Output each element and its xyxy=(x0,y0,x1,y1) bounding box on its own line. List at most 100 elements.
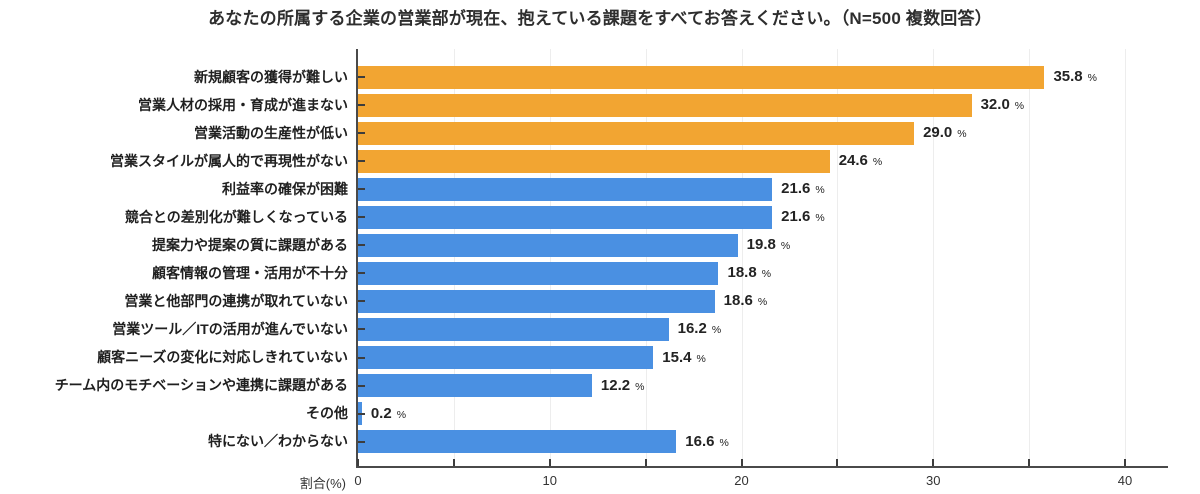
bar xyxy=(358,205,773,229)
x-axis-tick-label: 40 xyxy=(1117,473,1133,488)
y-axis-tick xyxy=(358,76,365,78)
x-axis-tick xyxy=(836,459,839,466)
value-unit: % xyxy=(719,436,729,449)
chart-title: あなたの所属する企業の営業部が現在、抱えている課題をすべてお答えください。（N=… xyxy=(208,9,992,28)
value-label: 24.6% xyxy=(839,151,883,171)
category-label: チーム内のモチベーションや連携に課題がある xyxy=(54,377,348,394)
x-axis-tick xyxy=(357,459,359,466)
x-axis-tick xyxy=(932,459,935,466)
bar xyxy=(358,374,592,398)
value-number: 21.6 xyxy=(781,180,811,198)
value-unit: % xyxy=(780,240,791,253)
y-axis-tick xyxy=(358,132,365,135)
category-label: その他 xyxy=(306,405,348,422)
value-label: 21.6% xyxy=(781,179,825,199)
value-label: 19.8% xyxy=(747,235,791,255)
category-label: 顧客情報の管理・活用が不十分 xyxy=(152,264,348,281)
value-label: 32.0% xyxy=(981,95,1025,115)
y-axis-tick xyxy=(358,356,365,359)
category-label: 営業と他部門の連携が取れていない xyxy=(124,292,348,309)
category-label: 新規顧客の獲得が難しい xyxy=(194,68,348,85)
value-unit: % xyxy=(396,408,407,421)
value-label: 18.6% xyxy=(724,291,768,311)
bar xyxy=(358,289,715,313)
bar xyxy=(358,177,773,201)
bar xyxy=(358,346,654,369)
value-unit: % xyxy=(1014,100,1025,113)
bar xyxy=(358,261,719,285)
y-axis-spine xyxy=(356,49,358,468)
value-unit: % xyxy=(761,268,772,281)
gridline xyxy=(453,49,455,466)
value-label: 16.6% xyxy=(685,432,729,452)
bar xyxy=(358,93,972,117)
value-number: 35.8 xyxy=(1053,68,1083,85)
y-axis-tick xyxy=(358,272,365,275)
category-label: 営業ツール／ITの活用が進んでいない xyxy=(112,320,348,337)
y-axis-tick xyxy=(358,104,365,107)
y-axis-tick xyxy=(358,300,365,303)
value-unit: % xyxy=(815,184,825,197)
value-unit: % xyxy=(1087,72,1097,84)
x-axis-tick xyxy=(1124,459,1126,466)
category-label: 利益率の確保が困難 xyxy=(222,180,348,197)
value-number: 29.0 xyxy=(923,124,953,142)
value-unit: % xyxy=(757,296,768,309)
gridline xyxy=(645,49,647,466)
value-number: 19.8 xyxy=(746,236,776,254)
value-number: 16.6 xyxy=(685,432,715,450)
value-number: 24.6 xyxy=(838,152,868,170)
value-number: 21.6 xyxy=(781,208,811,226)
x-axis-spine xyxy=(356,466,1168,468)
value-label: 16.2% xyxy=(678,319,722,339)
value-label: 15.4% xyxy=(662,348,706,368)
category-label: 営業人材の採用・育成が進まない xyxy=(138,96,348,113)
y-axis-tick xyxy=(358,328,365,331)
gridline xyxy=(549,49,551,466)
x-axis-tick-label: 20 xyxy=(734,473,749,488)
y-axis-tick xyxy=(358,440,365,443)
value-number: 18.8 xyxy=(727,264,757,282)
value-label: 35.8% xyxy=(1053,67,1097,87)
x-axis-tick-label: 30 xyxy=(926,473,941,488)
category-label: 競合との差別化が難しくなっている xyxy=(124,208,348,225)
category-label: 顧客ニーズの変化に対応しきれていない xyxy=(97,349,348,365)
value-number: 32.0 xyxy=(980,96,1010,114)
value-number: 15.4 xyxy=(662,348,692,366)
bar xyxy=(358,121,915,145)
category-label: 営業活動の生産性が低い xyxy=(194,124,348,141)
x-axis-tick-label: 0 xyxy=(354,473,362,488)
value-label: 0.2% xyxy=(371,404,406,424)
y-axis-tick xyxy=(358,160,365,163)
value-unit: % xyxy=(872,156,883,169)
value-unit: % xyxy=(957,128,967,141)
y-axis-tick xyxy=(358,412,365,415)
category-label: 営業スタイルが属人的で再現性がない xyxy=(110,152,348,169)
bar xyxy=(358,149,830,173)
bar xyxy=(358,430,677,454)
value-label: 21.6% xyxy=(781,207,825,227)
x-axis-tick xyxy=(644,459,647,466)
value-number: 12.2 xyxy=(600,376,631,394)
y-axis-tick xyxy=(358,384,365,387)
value-number: 0.2 xyxy=(370,404,392,422)
bar xyxy=(358,233,738,257)
value-number: 18.6 xyxy=(723,292,753,310)
value-unit: % xyxy=(696,352,706,365)
category-label: 特にない／わからない xyxy=(208,433,348,450)
value-number: 16.2 xyxy=(677,320,707,338)
value-label: 18.8% xyxy=(727,263,771,283)
x-axis-tick-label: 10 xyxy=(542,473,557,488)
x-axis-tick xyxy=(1028,459,1031,466)
x-axis-tick xyxy=(452,459,455,466)
value-unit: % xyxy=(711,324,722,337)
value-label: 29.0% xyxy=(923,123,967,143)
gridline xyxy=(741,49,743,466)
value-unit: % xyxy=(635,380,645,393)
bar xyxy=(358,65,1045,89)
gridline xyxy=(837,49,839,466)
bar xyxy=(358,317,669,341)
category-label: 提案力や提案の質に課題がある xyxy=(152,236,348,253)
x-axis-label: 割合(%) xyxy=(299,476,346,491)
